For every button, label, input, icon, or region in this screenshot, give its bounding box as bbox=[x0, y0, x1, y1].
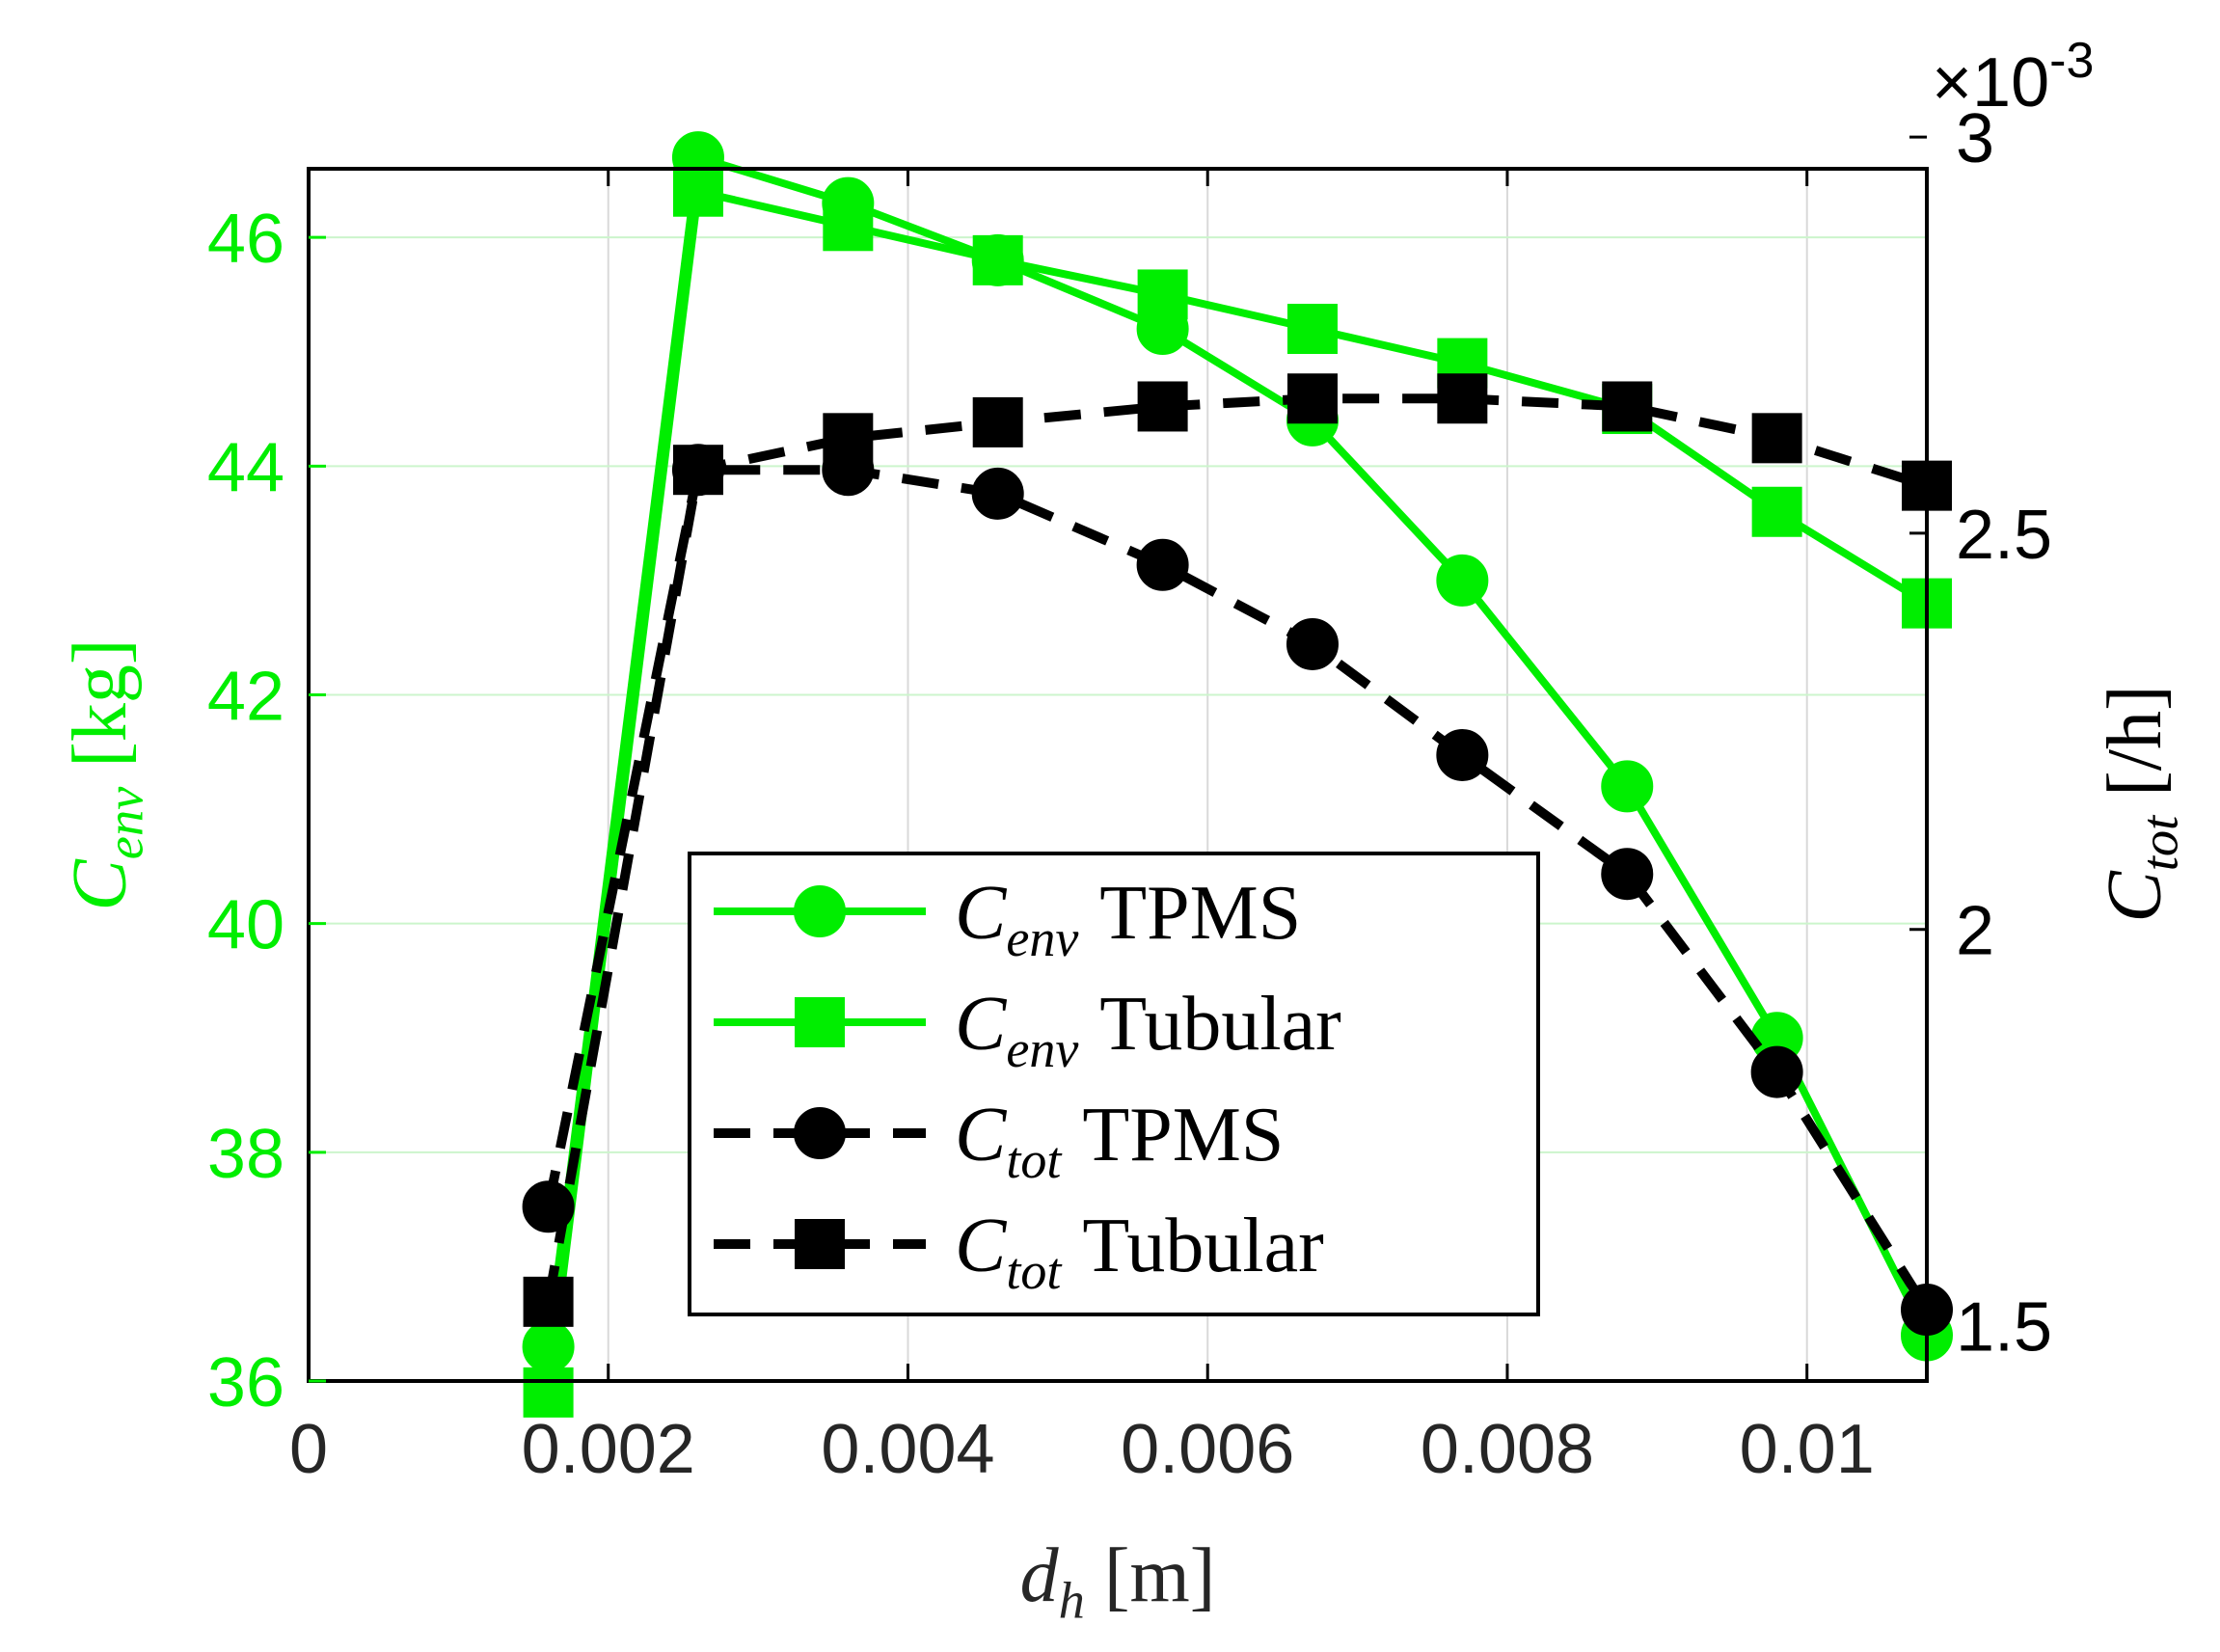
y-left-axis-label-symbol: C bbox=[58, 858, 143, 911]
data-point-tot-tpms-8 bbox=[1750, 1045, 1803, 1098]
legend-label-subscript: tot bbox=[1006, 1242, 1063, 1300]
data-point-env-tubular-3 bbox=[972, 234, 1023, 285]
series-line-tot-tubular bbox=[543, 393, 1929, 1303]
y-left-axis-label: Cenv [kg] bbox=[58, 638, 154, 910]
data-point-tot-tubular-0 bbox=[523, 1276, 574, 1327]
legend-label-subscript: env bbox=[1006, 1020, 1078, 1078]
series-line-tot-tpms bbox=[543, 465, 1932, 1313]
x-tick-label: 0.002 bbox=[522, 1411, 695, 1488]
x-axis-label-symbol: d bbox=[1020, 1533, 1060, 1618]
right-axis-exponent-power: -3 bbox=[2049, 33, 2094, 89]
data-point-tot-tpms-7 bbox=[1601, 848, 1654, 901]
data-point-tot-tubular-7 bbox=[1602, 381, 1653, 432]
x-axis-label-unit: [m] bbox=[1104, 1533, 1216, 1618]
data-point-tot-tubular-3 bbox=[972, 396, 1023, 447]
y-right-tick-label: 1.5 bbox=[1956, 1288, 2052, 1366]
y-left-axis-label-unit: [kg] bbox=[58, 638, 143, 767]
legend-label-subscript: env bbox=[1006, 909, 1078, 967]
data-point-tot-tubular-4 bbox=[1137, 381, 1188, 432]
y-left-tick-label: 40 bbox=[207, 887, 284, 964]
x-tick-label: 0.01 bbox=[1740, 1411, 1875, 1488]
legend-label-name: TPMS bbox=[1082, 1093, 1284, 1178]
series-tot-tubular bbox=[523, 373, 1952, 1327]
plot-frame bbox=[307, 167, 1929, 1383]
legend-marker-2 bbox=[794, 1107, 846, 1159]
legend-label-symbol: C bbox=[955, 982, 1008, 1067]
legend-marker-0 bbox=[794, 885, 846, 937]
series-line-env-tubular bbox=[544, 187, 1930, 1394]
data-point-tot-tubular-5 bbox=[1286, 373, 1338, 424]
y-right-axis-label: Ctot [/h] bbox=[2093, 685, 2189, 922]
legend-label-name: Tubular bbox=[1082, 1204, 1323, 1288]
data-point-tot-tpms-3 bbox=[971, 467, 1024, 520]
data-point-env-tubular-4 bbox=[1137, 269, 1188, 320]
x-tick-label: 0 bbox=[289, 1411, 328, 1488]
data-point-env-tubular-5 bbox=[1286, 304, 1338, 355]
data-point-env-tubular-0 bbox=[523, 1367, 574, 1418]
y-right-tick-label: 3 bbox=[1956, 100, 1994, 177]
legend-label-1: Cenv Tubular bbox=[955, 982, 1341, 1078]
y-left-tick-label: 44 bbox=[207, 429, 284, 506]
data-point-env-tpms-7 bbox=[1601, 760, 1654, 813]
legend-label-symbol: C bbox=[955, 1093, 1008, 1178]
y-left-tick-label: 42 bbox=[207, 658, 284, 735]
legend-label-name: TPMS bbox=[1099, 871, 1301, 956]
legend-label-name: Tubular bbox=[1099, 982, 1340, 1067]
x-tick-label: 0.006 bbox=[1121, 1411, 1294, 1488]
axis-ticks: 0 0.002 0.004 0.006 0.008 0.01 36 38 40 42 44 46 1.5… bbox=[207, 100, 2052, 1488]
legend-label-3: Ctot Tubular bbox=[955, 1204, 1324, 1300]
data-point-tot-tpms-5 bbox=[1286, 617, 1339, 670]
y-right-axis-label-unit: [/h] bbox=[2093, 685, 2178, 797]
legend-marker-3 bbox=[795, 1219, 845, 1269]
y-left-tick-label: 46 bbox=[207, 201, 284, 278]
legend-marker-1 bbox=[795, 997, 845, 1047]
data-point-env-tubular-8 bbox=[1751, 486, 1802, 537]
data-point-tot-tpms-4 bbox=[1136, 538, 1189, 591]
x-tick-label: 0.008 bbox=[1421, 1411, 1594, 1488]
right-axis-exponent: ×10-3 bbox=[1932, 33, 2094, 122]
legend-label-0: Cenv TPMS bbox=[955, 871, 1301, 967]
series-line-env-tpms bbox=[544, 153, 1931, 1347]
y-left-tick-label: 38 bbox=[207, 1116, 284, 1193]
axis-labels: ×10-3 dh [m] Cenv [kg] Ctot [/h] bbox=[58, 33, 2189, 1630]
series-layer bbox=[522, 131, 1953, 1418]
y-left-axis-label-subscript: env bbox=[96, 786, 154, 859]
data-point-tot-tubular-8 bbox=[1751, 413, 1802, 464]
data-point-tot-tpms-6 bbox=[1436, 728, 1489, 781]
y-right-axis-label-symbol: C bbox=[2093, 870, 2178, 923]
legend-label-subscript: tot bbox=[1006, 1131, 1063, 1189]
data-point-tot-tubular-2 bbox=[823, 413, 874, 464]
legend-label-symbol: C bbox=[955, 871, 1008, 956]
y-right-tick-label: 2.5 bbox=[1956, 497, 2052, 574]
data-point-env-tpms-6 bbox=[1436, 554, 1489, 607]
right-axis-exponent-prefix: ×10 bbox=[1932, 44, 2049, 122]
data-point-tot-tubular-6 bbox=[1437, 373, 1488, 424]
legend-label-symbol: C bbox=[955, 1204, 1008, 1288]
y-right-axis-label-subscript: tot bbox=[2131, 814, 2189, 871]
x-tick-label: 0.004 bbox=[821, 1411, 994, 1488]
y-left-tick-label: 36 bbox=[207, 1344, 284, 1422]
x-axis-label-subscript: h bbox=[1059, 1572, 1085, 1630]
legend-label-2: Ctot TPMS bbox=[955, 1093, 1284, 1189]
data-point-tot-tubular-1 bbox=[672, 445, 723, 496]
x-axis-label: dh [m] bbox=[1020, 1533, 1216, 1630]
data-point-env-tubular-2 bbox=[823, 201, 874, 252]
data-point-env-tubular-1 bbox=[672, 166, 723, 217]
y-right-tick-label: 2 bbox=[1956, 893, 1994, 970]
